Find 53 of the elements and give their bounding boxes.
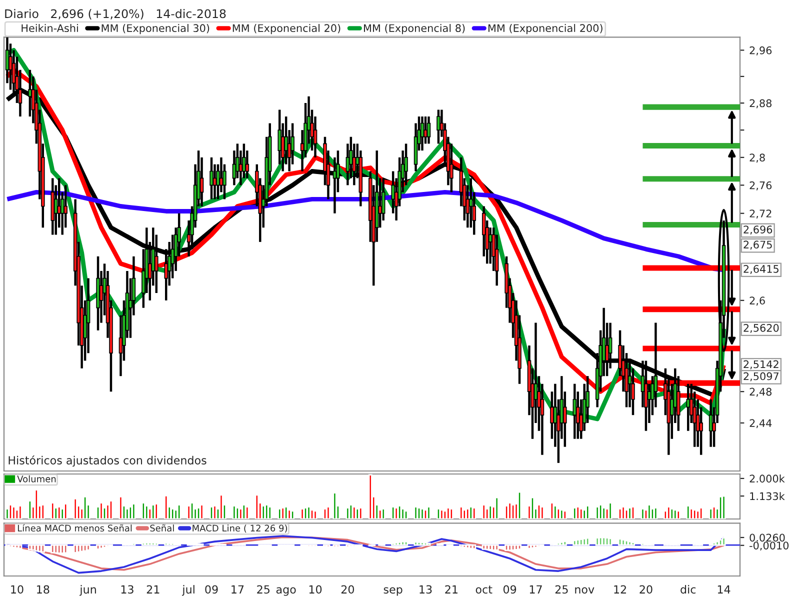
legend-label: MM (Exponencial 8) bbox=[364, 24, 465, 34]
y-tick-label: 2,44 bbox=[750, 419, 772, 428]
x-tick-label: nov bbox=[575, 587, 594, 594]
x-tick-label: sep bbox=[384, 587, 402, 596]
x-tick-label: dic bbox=[680, 585, 696, 594]
y-tick-label: 2,76 bbox=[750, 181, 772, 190]
legend-label: MM (Exponencial 20) bbox=[232, 24, 340, 34]
annotation: 2,675 bbox=[744, 240, 772, 250]
x-tick-label: 14 bbox=[718, 585, 730, 594]
x-tick-label: 21 bbox=[445, 585, 458, 594]
x-tick-label: jun bbox=[80, 585, 96, 596]
legend-label: Línea MACD menos Señal bbox=[18, 524, 132, 532]
x-tick-label: 17 bbox=[232, 585, 244, 594]
annotation: 2,5097 bbox=[744, 372, 778, 382]
legend-label: MM (Exponencial 200) bbox=[488, 24, 602, 34]
annotation: 2,5620 bbox=[744, 324, 779, 333]
x-tick-label: jul bbox=[182, 585, 194, 596]
y-tick-label: 0.0260 bbox=[750, 534, 785, 542]
chart-title: Diario 2,696 (+1,20%) 14-dic-2018 bbox=[5, 9, 226, 20]
y-tick-label: -0,0010 bbox=[750, 542, 789, 551]
x-tick-label: 10 bbox=[11, 585, 24, 594]
y-tick-label: 2,96 bbox=[750, 46, 772, 56]
y-tick-label: 2,48 bbox=[750, 388, 772, 397]
x-tick-label: 25 bbox=[555, 585, 568, 594]
legend-label: Volumen bbox=[17, 475, 56, 482]
x-tick-label: ago bbox=[276, 587, 296, 596]
x-tick-label: 09 bbox=[503, 585, 516, 594]
y-tick-label: 2,6 bbox=[750, 296, 765, 306]
annotation: 2,696 bbox=[744, 226, 772, 235]
y-tick-label: 2,88 bbox=[750, 99, 772, 108]
x-tick-label: 10 bbox=[309, 585, 322, 594]
y-tick-label: 2,8 bbox=[750, 154, 765, 163]
x-tick-label: oct bbox=[476, 586, 492, 594]
y-tick-label: 2,72 bbox=[750, 210, 772, 219]
x-tick-label: 20 bbox=[640, 585, 652, 594]
legend-label: MACD Line ( 12 26 9) bbox=[192, 524, 288, 533]
x-tick-label: 09 bbox=[205, 585, 218, 594]
x-tick-label: 12 bbox=[614, 585, 626, 594]
annotation: Históricos ajustados con dividendos bbox=[8, 455, 206, 467]
legend-title: Heikin-Ashi bbox=[22, 24, 78, 32]
x-tick-label: 13 bbox=[121, 585, 134, 594]
x-tick-label: 20 bbox=[341, 585, 354, 594]
x-tick-label: 25 bbox=[257, 585, 270, 594]
legend-label: Señal bbox=[150, 524, 174, 532]
x-tick-label: 13 bbox=[420, 585, 432, 594]
x-tick-label: 17 bbox=[530, 585, 542, 594]
y-tick-label: 2.000k bbox=[750, 474, 785, 483]
annotation: 2,6415 bbox=[744, 265, 778, 274]
x-tick-label: 21 bbox=[146, 585, 160, 594]
legend-label: MM (Exponencial 30) bbox=[102, 24, 210, 34]
x-tick-label: 18 bbox=[37, 585, 50, 594]
y-tick-label: 1.133k bbox=[750, 492, 785, 500]
annotation: 2,5142 bbox=[744, 360, 778, 370]
